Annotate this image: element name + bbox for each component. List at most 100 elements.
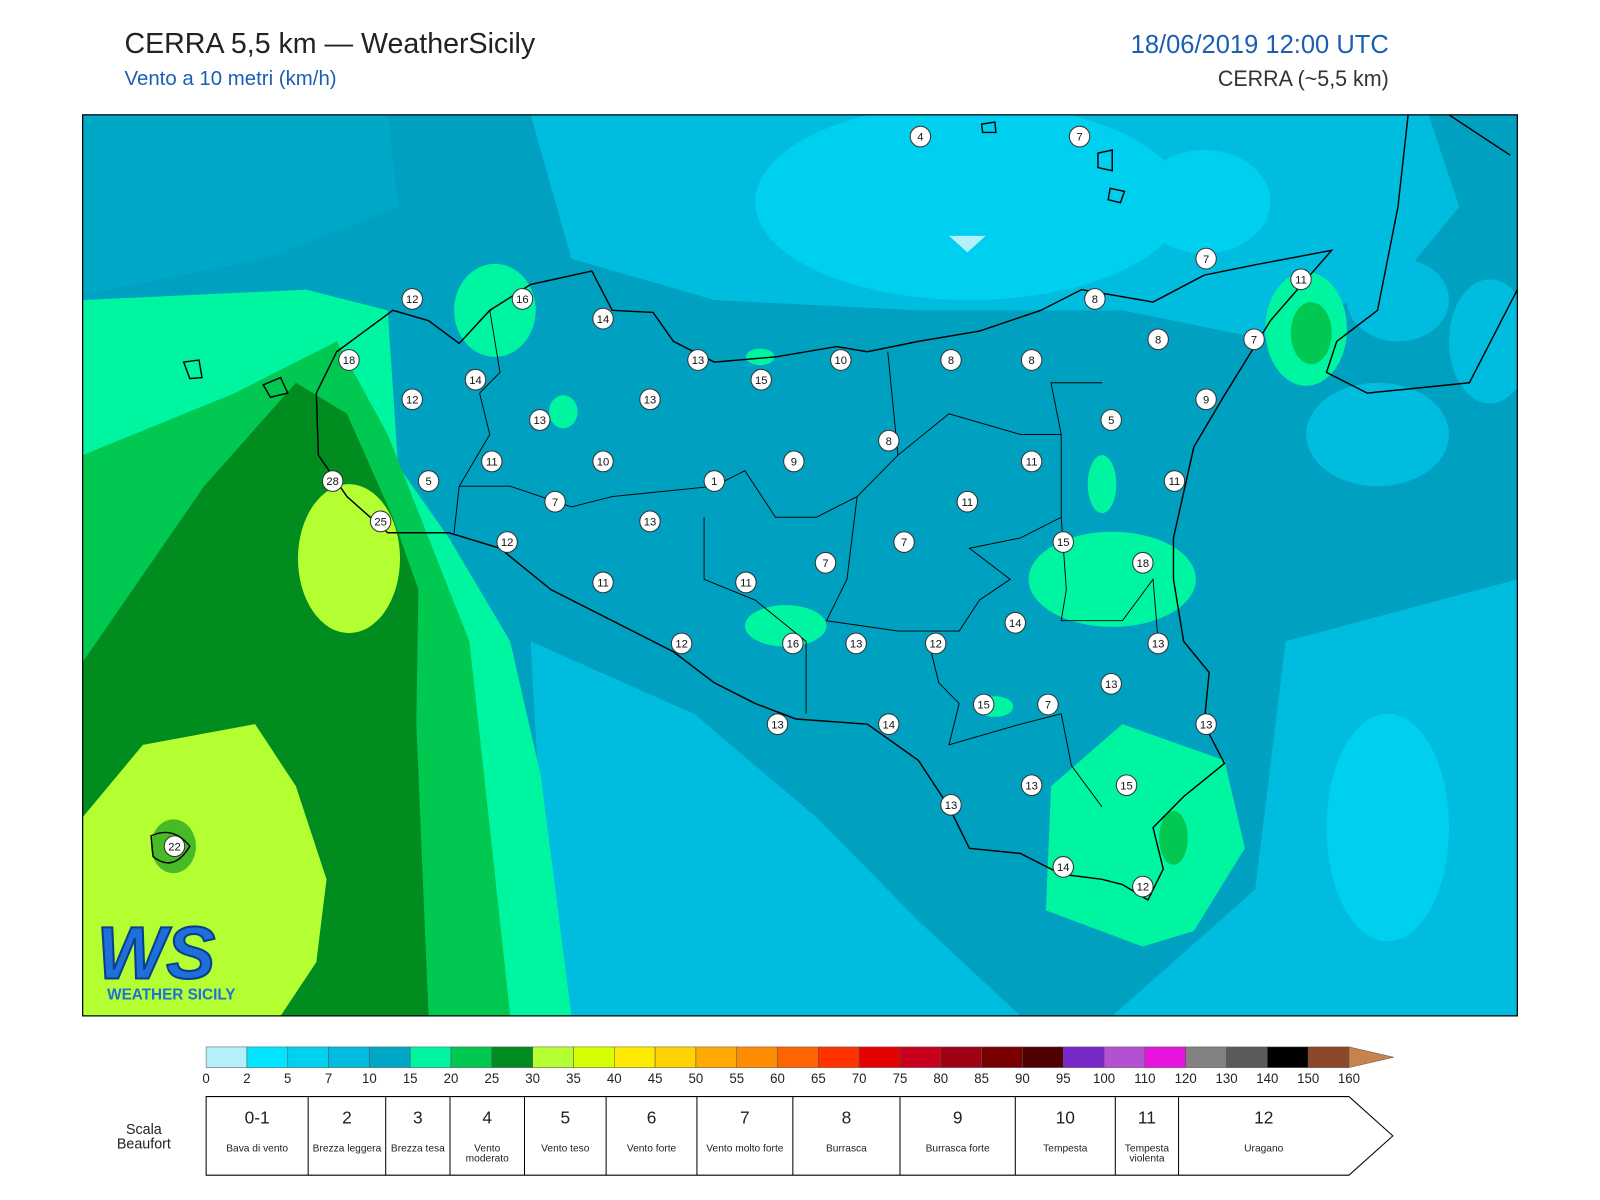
colorbar-tick-label: 55: [729, 1071, 744, 1086]
beaufort-force: 9: [952, 1107, 963, 1128]
station-marker: [956, 490, 979, 513]
colorbar-tick-label: 150: [1297, 1071, 1319, 1086]
logo-mark: WS: [97, 911, 215, 995]
colorbar-box: [328, 1046, 370, 1068]
colorbar-box: [1185, 1046, 1227, 1068]
station-value: 11: [740, 577, 752, 589]
station-value: 15: [755, 375, 767, 387]
beaufort-label: Tempesta: [1043, 1143, 1088, 1155]
station-marker: [639, 388, 661, 411]
station-value: 13: [534, 415, 546, 427]
station-value: 11: [1026, 456, 1038, 468]
beaufort-force: 10: [1055, 1107, 1075, 1128]
colorbar-tick-label: 90: [1015, 1071, 1030, 1086]
datetime: 18/06/2019 12:00 UTC: [1130, 30, 1389, 59]
station-marker: [417, 470, 440, 492]
station-marker: [1195, 713, 1217, 736]
station-marker: [814, 551, 837, 574]
colorbar-box: [532, 1046, 574, 1068]
station-value: 16: [787, 639, 799, 651]
station-marker: [592, 450, 614, 473]
colorbar-tick-label: 45: [648, 1071, 663, 1086]
station-marker: [1132, 875, 1154, 898]
station-marker: [369, 510, 392, 533]
beaufort-force: 4: [482, 1107, 493, 1128]
station-value: 13: [771, 719, 783, 731]
colorbar-tick-label: 100: [1093, 1071, 1115, 1086]
colorbar-box: [654, 1046, 697, 1068]
station-marker: [592, 571, 614, 594]
colorbar-box: [491, 1046, 533, 1068]
colorbar-box: [1144, 1046, 1186, 1068]
beaufort-label: Vento moderato: [465, 1143, 509, 1165]
colorbar-box: [1103, 1046, 1146, 1068]
station-value: 14: [1009, 618, 1021, 630]
station-value: 12: [501, 537, 513, 549]
station-value: 7: [901, 537, 907, 549]
beaufort-label: Uragano: [1244, 1143, 1284, 1155]
station-value: 22: [168, 841, 180, 853]
map-frame: [82, 114, 1518, 1017]
colorbar-box: [614, 1046, 656, 1068]
station-marker: [670, 632, 693, 655]
station-value: 9: [1203, 394, 1209, 406]
colorbar-tick-label: 95: [1056, 1071, 1071, 1086]
station-marker: [401, 288, 423, 310]
station-marker: [909, 125, 932, 148]
station-marker: [1163, 470, 1186, 492]
station-value: 13: [1105, 679, 1117, 691]
colorbar-tick-label: 75: [893, 1071, 908, 1086]
colorbar-tick-label: 130: [1215, 1071, 1237, 1086]
station-value: 7: [1045, 700, 1051, 712]
station-marker: [750, 368, 772, 391]
station-marker: [1052, 531, 1074, 553]
station-marker: [1290, 268, 1312, 291]
station-marker: [464, 368, 487, 391]
colorbar-box: [1063, 1046, 1105, 1068]
station-marker: [878, 713, 900, 736]
station-value: 13: [850, 639, 862, 651]
colorbar-tick-label: 5: [284, 1071, 291, 1086]
station-marker: [703, 470, 725, 492]
beaufort-force: 11: [1137, 1107, 1156, 1128]
colorbar-arrow: [1348, 1046, 1394, 1068]
colorbar-tick-label: 50: [689, 1071, 704, 1086]
colorbar-box: [1226, 1046, 1268, 1068]
colorbar-box: [940, 1046, 982, 1068]
colorbar-tick-label: 65: [811, 1071, 826, 1086]
title: CERRA 5,5 km — WeatherSicily: [124, 26, 536, 59]
station-marker: [1052, 856, 1074, 878]
station-value: 13: [1025, 780, 1037, 792]
beaufort-label: Bava di vento: [226, 1143, 289, 1155]
colorbar-tick-label: 25: [484, 1071, 499, 1086]
station-value: 5: [1108, 415, 1114, 427]
colorbar-tick-label: 7: [325, 1071, 332, 1086]
coastlines: [150, 114, 1518, 902]
station-value: 7: [1203, 254, 1209, 266]
station-value: 13: [945, 800, 957, 812]
station-marker: [893, 531, 915, 553]
station-value: 15: [1120, 780, 1132, 792]
colorbar-box: [1307, 1046, 1350, 1068]
beaufort-force: 7: [740, 1107, 750, 1128]
station-value: 11: [597, 577, 609, 589]
station-marker: [1084, 288, 1106, 310]
station-value: 14: [597, 314, 609, 326]
station-value: 12: [929, 639, 941, 651]
station-value: 18: [343, 355, 355, 367]
station-value: 13: [644, 394, 656, 406]
beaufort-force: 3: [413, 1107, 423, 1128]
colorbar-tick-label: 140: [1256, 1071, 1278, 1086]
station-value: 11: [486, 456, 498, 468]
colorbar-tick-label: 70: [852, 1071, 867, 1086]
colorbar-box: [573, 1046, 615, 1068]
station-value: 8: [1028, 355, 1034, 367]
station-marker: [1147, 632, 1169, 655]
beaufort-label: Brezza tesa: [390, 1143, 445, 1155]
station-marker: [1037, 693, 1059, 716]
station-value: 8: [1092, 294, 1098, 306]
station-value: 13: [692, 355, 704, 367]
